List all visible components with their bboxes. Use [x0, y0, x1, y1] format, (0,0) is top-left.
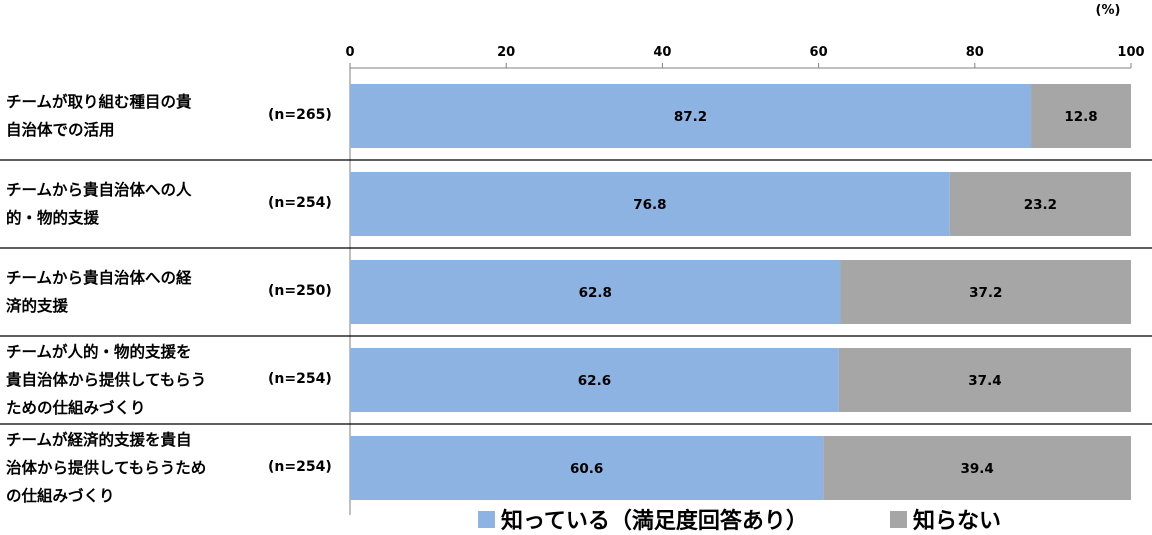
- category-label: チームから貴自治体への経 済的支援: [6, 264, 246, 320]
- bar-known: [350, 260, 841, 324]
- category-label: チームが人的・物的支援を 貴自治体から提供してもらう ための仕組みづくり: [6, 338, 246, 422]
- category-sample-size: (n=254): [268, 459, 332, 475]
- data-label: 23.2: [1024, 197, 1057, 213]
- category-sample-size: (n=250): [268, 283, 332, 299]
- legend-swatch-unknown: [890, 510, 907, 528]
- category-label: チームが経済的支援を貴自 治体から提供してもらうため の仕組みづくり: [6, 426, 246, 510]
- data-label: 87.2: [674, 109, 707, 125]
- category-label-line: 治体から提供してもらうため: [6, 459, 207, 477]
- x-tick-label: 60: [810, 45, 828, 60]
- category-label-line: チームが経済的支援を貴自: [6, 431, 192, 449]
- x-tick-label: 80: [966, 45, 984, 60]
- category-label-line: チームから貴自治体への人: [6, 181, 192, 199]
- unit-label: (%): [1096, 3, 1121, 18]
- category-label: チームが取り組む種目の貴 自治体での活用: [6, 88, 246, 144]
- legend-label-unknown: 知らない: [913, 509, 1002, 534]
- bar-unknown: [838, 348, 1131, 412]
- category-label-line: 貴自治体から提供してもらう: [6, 371, 207, 389]
- bar-unknown: [1031, 84, 1131, 148]
- category-sample-size: (n=254): [268, 371, 332, 387]
- category-label-line: の仕組みづくり: [6, 487, 115, 505]
- data-label: 12.8: [1064, 109, 1097, 125]
- bar-known: [350, 172, 950, 236]
- data-label: 37.2: [969, 285, 1002, 301]
- x-tick-label: 40: [653, 45, 671, 60]
- category-label-line: チームから貴自治体への経: [6, 269, 192, 287]
- x-tick-label: 20: [497, 45, 515, 60]
- data-label: 76.8: [633, 197, 666, 213]
- data-label: 39.4: [960, 461, 993, 477]
- bar-known: [350, 84, 1032, 148]
- data-label: 62.6: [578, 373, 611, 389]
- category-label-line: 的・物的支援: [6, 209, 100, 227]
- legend-item-known: 知っている（満足度回答あり）: [478, 504, 808, 534]
- legend-swatch-known: [478, 510, 495, 528]
- data-label: 62.8: [579, 285, 612, 301]
- data-label: 60.6: [570, 461, 603, 477]
- legend-item-unknown: 知らない: [890, 504, 1001, 534]
- bar-unknown: [840, 260, 1131, 324]
- bar-unknown: [823, 436, 1131, 500]
- category-label: チームから貴自治体への人 的・物的支援: [6, 176, 246, 232]
- legend-label-known: 知っている（満足度回答あり）: [501, 509, 808, 534]
- category-sample-size: (n=265): [268, 107, 332, 123]
- data-label: 37.4: [968, 373, 1001, 389]
- category-label-line: 自治体での活用: [6, 121, 115, 139]
- bar-unknown: [949, 172, 1131, 236]
- bar-known: [350, 348, 839, 412]
- category-label-line: チームが人的・物的支援を: [6, 343, 192, 361]
- x-tick-label: 0: [345, 45, 354, 60]
- category-label-line: 済的支援: [6, 297, 69, 315]
- category-sample-size: (n=254): [268, 195, 332, 211]
- category-label-line: ための仕組みづくり: [6, 399, 146, 417]
- x-tick-label: 100: [1117, 45, 1144, 60]
- category-label-line: チームが取り組む種目の貴: [6, 93, 192, 111]
- bar-known: [350, 436, 824, 500]
